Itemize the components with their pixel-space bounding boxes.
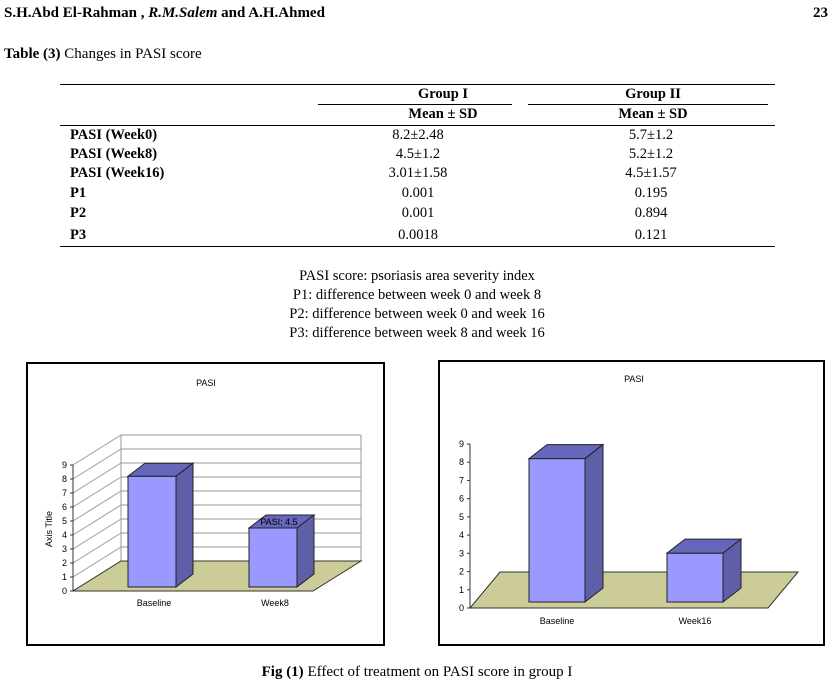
group2-rule — [528, 104, 768, 105]
side-wall-gridline — [72, 490, 122, 522]
side-wall-gridline — [72, 476, 122, 508]
side-wall-gridline — [72, 532, 122, 564]
author-3: and A.H.Ahmed — [217, 5, 325, 21]
side-wall-gridline — [72, 504, 122, 536]
table-title-text: Changes in PASI score — [60, 46, 202, 62]
table-cell-group1: 0.001 — [401, 205, 435, 221]
group2-header: Group II — [625, 86, 681, 102]
table-title-label: Table (3) — [4, 46, 61, 62]
table-cell-group2: 0.894 — [634, 205, 668, 221]
table-cell-group2: 5.2±1.2 — [628, 146, 674, 162]
y-tick-label: 3 — [62, 544, 67, 554]
table-cell-group2: 5.7±1.2 — [628, 127, 674, 143]
side-wall-gridline — [72, 462, 122, 494]
bar-front — [248, 527, 298, 588]
x-category-label: Week8 — [261, 598, 289, 608]
chart-week16-frame: 0 1 2 3 4 5 6 7 8 9 PASI Baseline Week16 — [438, 360, 825, 646]
y-tick-label: 4 — [62, 530, 67, 540]
y-tick-label: 0 — [62, 586, 67, 596]
y-tick-label: 3 — [459, 548, 464, 558]
y-tick-label: 5 — [62, 516, 67, 526]
note-p1: P1: difference between week 0 and week 8 — [292, 287, 542, 303]
table-header-rule — [60, 125, 775, 126]
bar-side — [722, 538, 742, 604]
note-p2: P2: difference between week 0 and week 1… — [289, 306, 545, 322]
bar-data-label: PASI; 4.5 — [260, 517, 297, 527]
group2-stat-header: Mean ± SD — [618, 106, 688, 122]
x-category-label: Baseline — [540, 616, 575, 626]
table-row-label: PASI (Week0) — [70, 127, 158, 143]
table-cell-group1: 0.001 — [401, 185, 435, 201]
y-tick-label: 1 — [459, 585, 464, 595]
table-cell-group1: 8.2±2.48 — [392, 127, 444, 143]
running-header-authors: S.H.Abd El-Rahman , R.M.Salem and A.H.Ah… — [4, 5, 325, 22]
group1-rule — [318, 104, 512, 105]
side-wall-gridline — [72, 518, 122, 550]
y-tick-label: 6 — [459, 494, 464, 504]
side-wall-gridline — [72, 448, 122, 480]
table-row-label: P3 — [70, 227, 87, 243]
side-wall-gridline — [72, 546, 122, 578]
table-row-label: PASI (Week16) — [70, 165, 165, 181]
y-tick-label: 4 — [459, 530, 464, 540]
y-tick-label: 7 — [62, 488, 67, 498]
x-category-label: Week16 — [679, 616, 712, 626]
y-axis-title: Axis Title — [44, 511, 54, 547]
author-2: R.M.Salem — [148, 5, 218, 21]
table-cell-group1: 4.5±1.2 — [395, 146, 441, 162]
y-tick-label: 0 — [459, 603, 464, 613]
author-separator: , — [136, 5, 149, 21]
note-p3: P3: difference between week 8 and week 1… — [289, 325, 545, 341]
bar-side — [296, 513, 315, 589]
figure-caption-text: Effect of treatment on PASI score in gro… — [303, 664, 573, 680]
author-1: S.H.Abd El-Rahman — [4, 5, 137, 21]
y-tick-label: 8 — [62, 474, 67, 484]
table-cell-group2: 0.195 — [634, 185, 668, 201]
y-tick-label: 1 — [62, 572, 67, 582]
note-pasi: PASI score: psoriasis area severity inde… — [299, 268, 535, 284]
bar-front — [666, 552, 724, 603]
y-tick-label: 2 — [62, 558, 67, 568]
chart-week8: 0 1 2 3 4 5 6 7 8 9 PASI Axis Title Baseline Week8 PAS… — [44, 378, 363, 608]
y-tick-label: 9 — [459, 439, 464, 449]
y-tick-label: 7 — [459, 475, 464, 485]
table-row-label: P1 — [70, 185, 87, 201]
table-title: Table (3) Changes in PASI score — [4, 46, 202, 63]
side-wall-gridline — [72, 434, 122, 466]
table-bottom-rule — [60, 246, 775, 247]
y-tick-label: 6 — [62, 502, 67, 512]
figure-caption-label: Fig (1) — [261, 664, 304, 680]
table-notes: PASI score: psoriasis area severity inde… — [0, 267, 834, 343]
y-tick-label: 5 — [459, 512, 464, 522]
chart-week16: 0 1 2 3 4 5 6 7 8 9 PASI Baseline Week16 — [459, 374, 800, 626]
group1-header: Group I — [417, 86, 469, 102]
table-cell-group2: 4.5±1.57 — [625, 165, 677, 181]
chart-title: PASI — [196, 378, 216, 388]
table-cell-group2: 0.121 — [634, 227, 668, 243]
group1-stat-header: Mean ± SD — [408, 106, 478, 122]
chart-floor — [71, 560, 363, 592]
y-tick-label: 2 — [459, 567, 464, 577]
x-category-label: Baseline — [137, 598, 172, 608]
table-row-label: PASI (Week8) — [70, 146, 158, 162]
page-number: 23 — [813, 5, 828, 21]
bar-front — [127, 475, 177, 588]
table-cell-group1: 3.01±1.58 — [388, 165, 448, 181]
y-tick-label: 8 — [459, 457, 464, 467]
table-row-label: P2 — [70, 205, 87, 221]
chart-floor — [468, 571, 800, 609]
bar-front — [528, 458, 586, 603]
y-tick-label: 9 — [62, 460, 67, 470]
chart-title: PASI — [624, 374, 644, 384]
bar-side — [175, 462, 194, 589]
table-top-rule — [60, 84, 775, 85]
figure-caption: Fig (1) Effect of treatment on PASI scor… — [0, 664, 834, 681]
bar-side — [584, 443, 604, 604]
table-cell-group1: 0.0018 — [398, 227, 438, 243]
chart-week8-frame: 0 1 2 3 4 5 6 7 8 9 PASI Axis Title Baseline Week8 PAS… — [26, 362, 385, 646]
